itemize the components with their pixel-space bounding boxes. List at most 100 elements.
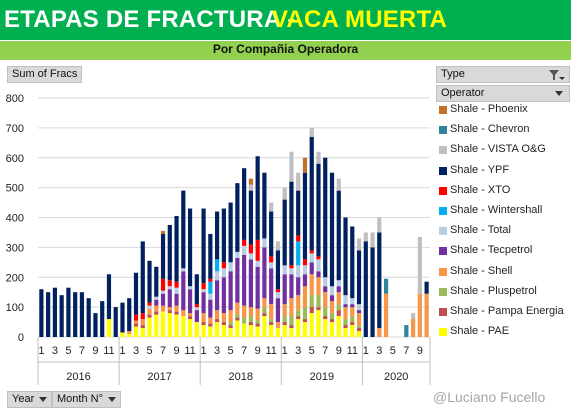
bar-segment xyxy=(289,298,294,317)
bar-segment xyxy=(208,317,213,324)
bar-segment xyxy=(147,305,152,309)
bar-segment xyxy=(336,178,341,191)
bar-segment xyxy=(174,287,179,294)
type-filter-button[interactable]: Type xyxy=(436,66,570,83)
bar-segment xyxy=(127,334,132,337)
bar-segment xyxy=(194,322,199,337)
bar-segment xyxy=(201,283,206,290)
bar-segment xyxy=(262,307,267,314)
bar-segment xyxy=(120,302,125,333)
x-tick-label: 1 xyxy=(38,345,44,357)
bar-segment xyxy=(302,307,308,320)
bar-segment xyxy=(296,190,301,236)
month-field-button[interactable]: Month N° xyxy=(52,391,121,408)
bar-segment xyxy=(181,316,186,337)
bar-segment xyxy=(323,292,328,308)
bar-segment xyxy=(242,317,247,324)
x-tick-label: 11 xyxy=(265,345,276,357)
bar-segment xyxy=(140,319,145,326)
legend-swatch xyxy=(439,106,447,114)
chevron-down-icon xyxy=(39,396,48,402)
x-tick-label: 3 xyxy=(52,345,58,357)
bar-segment xyxy=(187,319,193,337)
bar-segment xyxy=(302,319,308,323)
bar-segment xyxy=(309,136,314,251)
bar-segment xyxy=(113,307,118,337)
bar-segment xyxy=(201,322,206,326)
legend-item: Shale - Phoenix xyxy=(436,103,568,123)
bar-segment xyxy=(417,236,422,294)
y-tick-label: 700 xyxy=(6,123,24,135)
bar-segment xyxy=(282,199,287,266)
x-tick-label: 5 xyxy=(65,345,71,357)
bar-segment xyxy=(181,190,186,269)
bar-segment xyxy=(208,278,213,282)
bar-segment xyxy=(417,293,422,337)
bar-segment xyxy=(411,319,416,337)
bar-segment xyxy=(147,260,152,303)
bar-segment xyxy=(248,316,253,323)
bar-segment xyxy=(329,172,335,287)
bar-segment xyxy=(316,259,321,272)
bar-segment xyxy=(160,278,166,291)
legend-item: Shale - Wintershall xyxy=(436,204,568,224)
title-text: ETAPAS DE FRACTURA - xyxy=(4,6,296,33)
bar-segment xyxy=(160,305,166,312)
bar-segment xyxy=(133,272,139,315)
bar-segment xyxy=(187,286,193,290)
subtitle-bar: Por Compañia Operadora xyxy=(0,40,571,60)
bar-segment xyxy=(289,268,294,275)
bar-segment xyxy=(289,265,294,269)
bar-segment xyxy=(221,208,226,263)
bar-segment xyxy=(255,320,260,324)
bar-segment xyxy=(275,322,281,329)
x-tick-label: 7 xyxy=(160,345,166,357)
bar-segment xyxy=(383,293,389,337)
bar-segment xyxy=(181,271,186,311)
subtitle: Por Compañia Operadora xyxy=(212,42,359,56)
bar-segment xyxy=(248,178,253,185)
bar-segment xyxy=(329,295,335,302)
bar-segment xyxy=(309,127,314,137)
bar-segment xyxy=(282,274,287,305)
bar-segment xyxy=(215,259,220,272)
bar-segment xyxy=(343,325,348,329)
x-tick-label: 11 xyxy=(184,345,195,357)
bar-segment xyxy=(255,239,260,261)
bar-segment xyxy=(79,292,85,337)
bar-segment xyxy=(343,307,348,320)
bar-segment xyxy=(66,287,71,337)
bar-segment xyxy=(167,313,172,337)
legend-label: Shale - Pluspetrol xyxy=(450,284,537,297)
legend-label: Shale - PAE xyxy=(450,325,510,338)
bar-segment xyxy=(302,322,308,337)
legend-label: Shale - VISTA O&G xyxy=(450,143,546,156)
value-field-button[interactable]: Sum of Fracs xyxy=(7,66,83,83)
legend-swatch xyxy=(439,287,447,296)
x-tick-label: 7 xyxy=(403,345,409,357)
bar-segment xyxy=(201,208,206,284)
legend-label: Shale - YPF xyxy=(450,163,510,176)
legend-swatch xyxy=(439,267,447,276)
bar-segment xyxy=(370,232,375,248)
bar-segment xyxy=(187,208,193,287)
y-tick-label: 600 xyxy=(6,153,24,165)
legend-item: Shale - YPF xyxy=(436,164,568,184)
bar-segment xyxy=(302,157,308,173)
bar-segment xyxy=(424,281,429,294)
bar-segment xyxy=(356,313,362,326)
operator-field-button[interactable]: Operator xyxy=(436,85,570,102)
bar-segment xyxy=(329,286,335,296)
bar-segment xyxy=(248,322,253,326)
bar-segment xyxy=(194,310,199,323)
bar-segment xyxy=(296,310,301,317)
bar-segment xyxy=(160,311,166,337)
x-tick-label: 1 xyxy=(282,345,288,357)
bar-segment xyxy=(167,310,172,314)
bar-segment xyxy=(269,268,274,305)
bar-segment xyxy=(167,286,172,290)
bar-segment xyxy=(248,307,253,317)
year-field-button[interactable]: Year xyxy=(7,391,53,408)
bar-segment xyxy=(363,232,368,242)
